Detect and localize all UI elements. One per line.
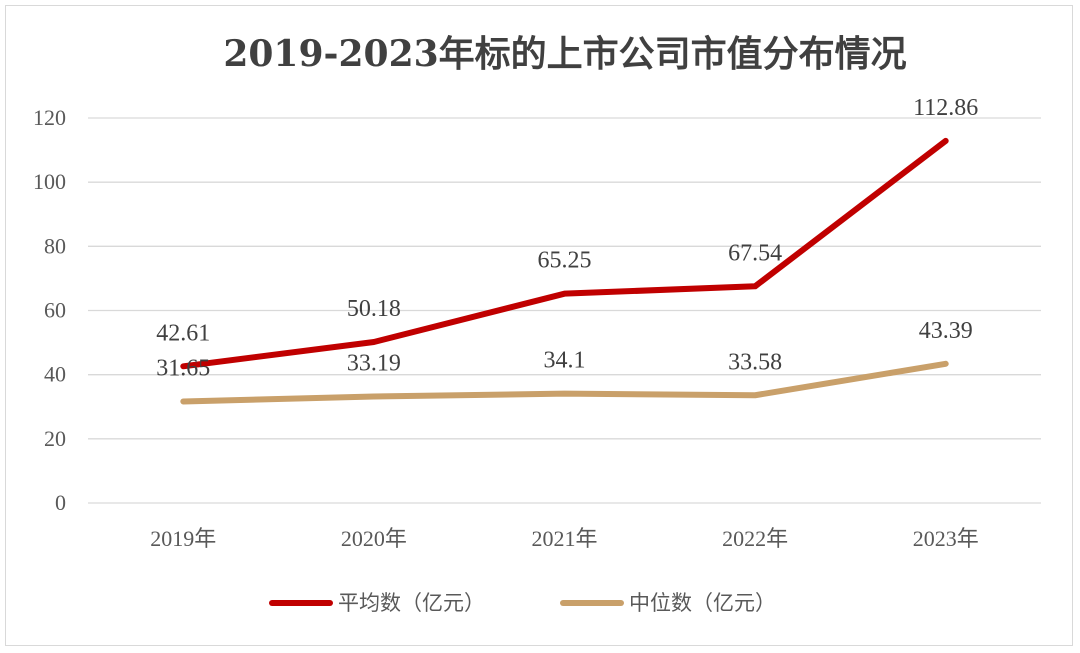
series-line — [180, 137, 949, 370]
series-lines — [180, 137, 949, 405]
y-tick-label: 40 — [44, 362, 66, 387]
data-label: 50.18 — [347, 296, 401, 322]
data-label: 34.1 — [544, 348, 586, 374]
series-line — [180, 360, 949, 405]
x-tick-label: 2019年 — [150, 526, 216, 551]
y-tick-label: 20 — [44, 426, 66, 451]
y-tick-label: 100 — [33, 169, 66, 194]
data-label: 43.39 — [919, 318, 973, 344]
legend-label: 中位数（亿元） — [629, 591, 776, 615]
y-tick-label: 60 — [44, 298, 66, 323]
chart-title: 2019-2023年标的上市公司市值分布情况 — [223, 33, 906, 75]
data-label: 65.25 — [538, 248, 592, 274]
x-tick-label: 2023年 — [913, 526, 979, 551]
data-label: 67.54 — [728, 240, 782, 266]
data-label: 112.86 — [913, 95, 978, 121]
legend: 平均数（亿元） 中位数（亿元） — [269, 591, 776, 615]
y-tick-label: 0 — [55, 490, 66, 515]
y-tick-label: 120 — [33, 105, 66, 130]
chart-frame — [5, 5, 1073, 646]
data-labels: 42.61 50.18 65.25 67.54 112.86 31.65 33.19 34.1… — [156, 95, 978, 382]
legend-label: 平均数（亿元） — [338, 591, 485, 615]
x-tick-label: 2020年 — [341, 526, 407, 551]
x-tick-label: 2021年 — [531, 526, 597, 551]
data-label: 42.61 — [156, 320, 210, 346]
x-axis: 2019年 2020年 2021年 2022年 2023年 — [150, 526, 978, 551]
data-label: 33.19 — [347, 351, 401, 377]
x-tick-label: 2022年 — [722, 526, 788, 551]
y-tick-label: 80 — [44, 233, 66, 258]
y-axis: 0 20 40 60 80 100 120 — [33, 105, 66, 515]
data-label: 31.65 — [156, 355, 210, 381]
data-label: 33.58 — [728, 349, 782, 375]
gridlines — [88, 117, 1041, 504]
